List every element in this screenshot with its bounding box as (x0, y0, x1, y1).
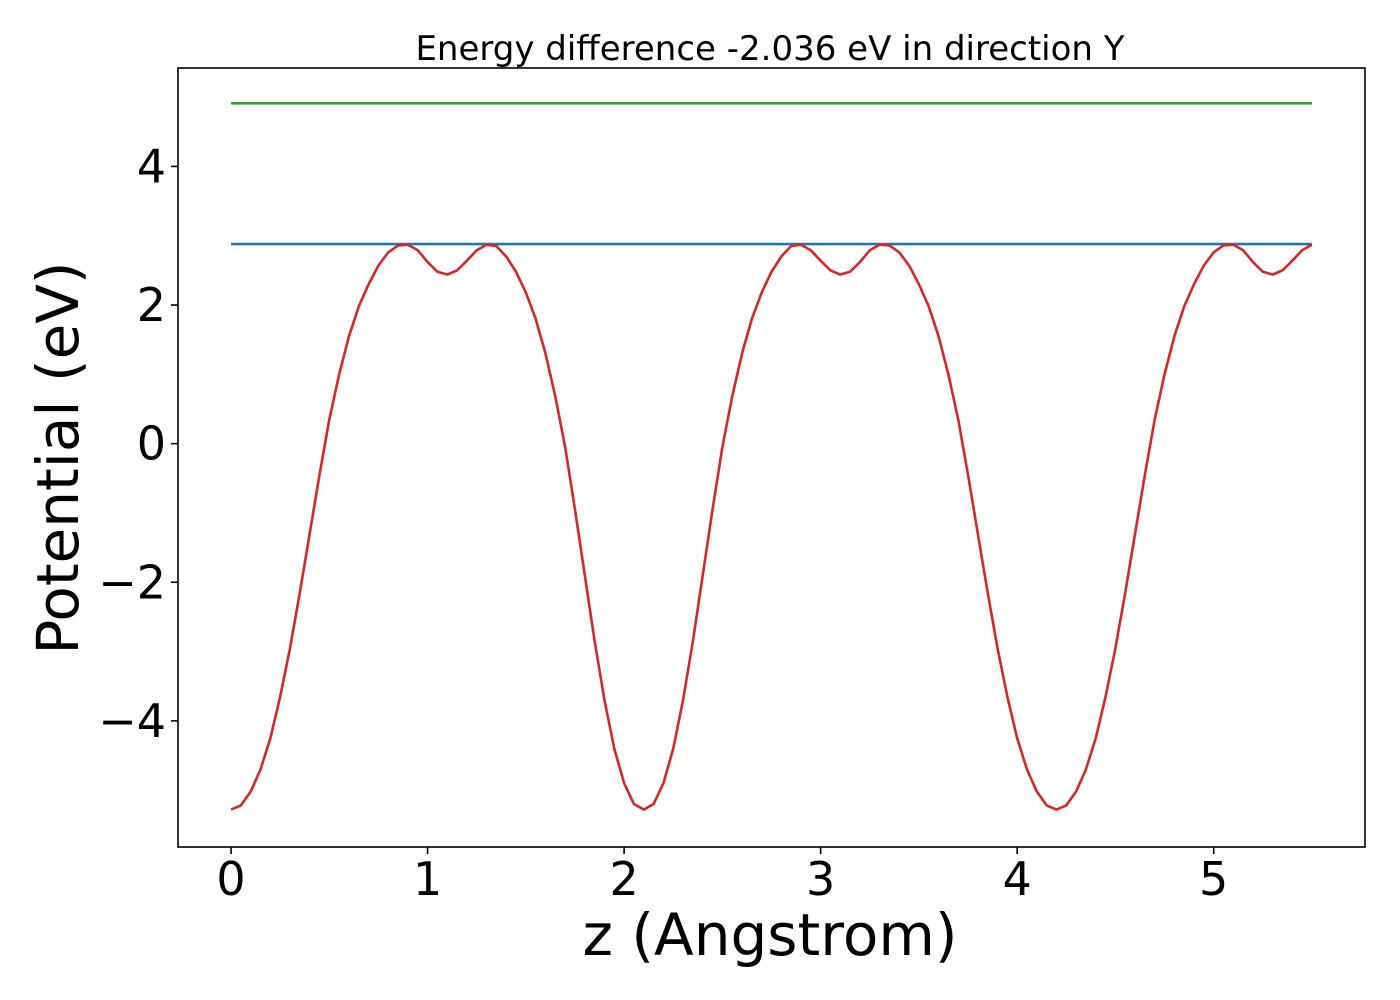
y-tick-label: 4 (137, 139, 166, 193)
x-tick-label: 5 (1199, 852, 1228, 906)
x-axis-label: z (Angstrom) (583, 901, 958, 969)
y-tick-label: −2 (98, 555, 166, 609)
series-line-3 (230, 243, 1313, 811)
plot-area (230, 102, 1313, 811)
x-tick-label: 1 (413, 852, 442, 906)
y-axis-label: Potential (eV) (24, 261, 92, 654)
chart-title: Energy difference -2.036 eV in direction… (415, 29, 1124, 69)
x-axis: 0 1 2 3 4 5 (216, 847, 1228, 906)
x-tick-label: 0 (216, 852, 245, 906)
axes-frame (177, 67, 1366, 848)
y-tick-label: 2 (137, 278, 166, 332)
y-tick-label: −4 (98, 694, 166, 748)
x-tick-label: 3 (806, 852, 835, 906)
y-tick-label: 0 (137, 417, 166, 471)
y-axis: −4 −2 0 2 4 (98, 139, 178, 748)
x-tick-label: 2 (609, 852, 638, 906)
x-tick-label: 4 (1003, 852, 1032, 906)
